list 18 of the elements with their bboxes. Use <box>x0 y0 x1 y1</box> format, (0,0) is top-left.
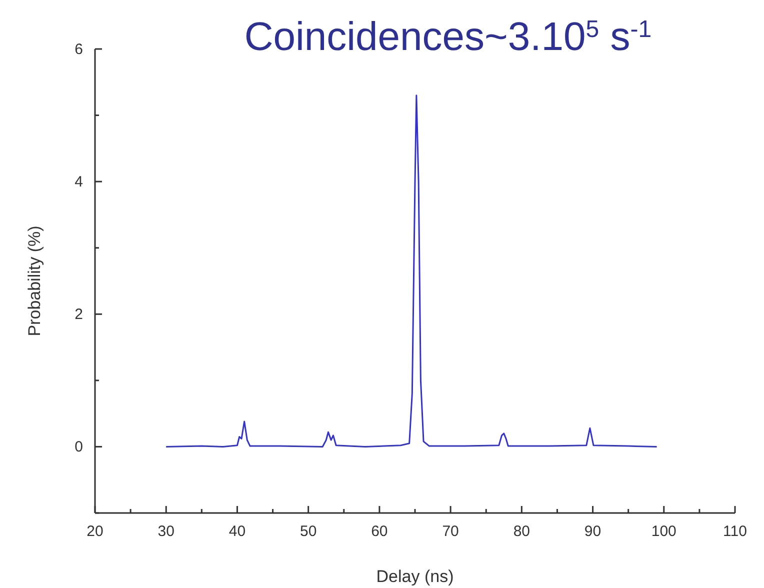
x-axis-title: Delay (ns) <box>376 567 454 586</box>
chart-title: Coincidences~3.10$^{5}$ s$^{-1}$ <box>244 15 652 59</box>
x-tick-label: 50 <box>300 523 317 540</box>
y-tick-label: 2 <box>74 306 83 324</box>
x-tick-label: 40 <box>228 523 246 540</box>
y-tick-label: 6 <box>74 41 83 58</box>
x-tick-label: 90 <box>584 523 602 540</box>
x-tick-label: 70 <box>442 523 459 540</box>
x-tick-label: 100 <box>651 523 676 540</box>
x-tick-label: 30 <box>158 523 174 540</box>
line-series <box>165 94 658 448</box>
x-tick-label: 110 <box>723 523 747 540</box>
y-axis-title: Probability (%) <box>25 226 44 336</box>
x-tick-label: 80 <box>513 523 530 540</box>
y-tick-label: 0 <box>74 438 83 456</box>
x-tick-label: 60 <box>371 523 388 540</box>
x-tick-label: 20 <box>86 523 104 540</box>
y-tick-label: 4 <box>74 174 83 191</box>
